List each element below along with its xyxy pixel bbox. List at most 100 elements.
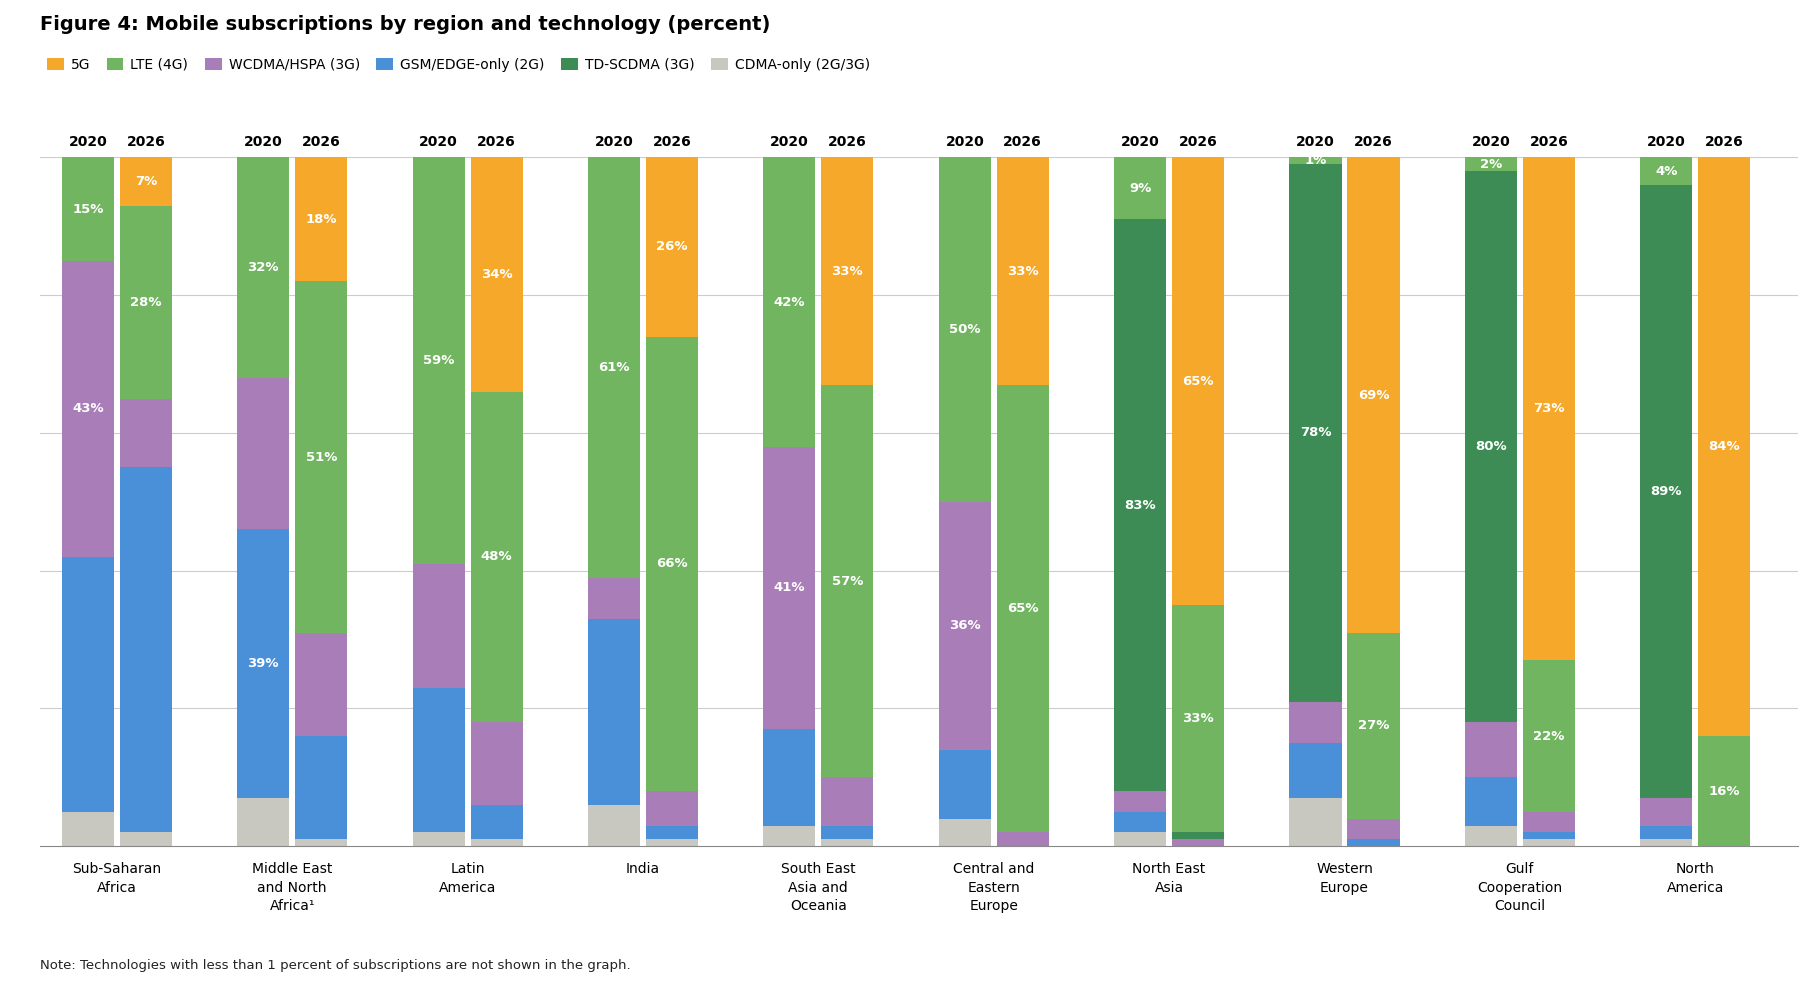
Bar bbox=[997, 832, 1048, 846]
Text: 2020: 2020 bbox=[1296, 135, 1334, 150]
Bar bbox=[588, 805, 641, 846]
Bar bbox=[120, 832, 171, 846]
Bar bbox=[1114, 832, 1167, 846]
Bar bbox=[1465, 722, 1518, 777]
Text: 65%: 65% bbox=[1183, 375, 1214, 388]
Text: 2020: 2020 bbox=[69, 135, 107, 150]
Text: 18%: 18% bbox=[306, 213, 337, 226]
Text: 61%: 61% bbox=[599, 361, 630, 374]
Text: 73%: 73% bbox=[1532, 402, 1565, 415]
Text: 15%: 15% bbox=[73, 203, 104, 215]
Bar bbox=[821, 385, 874, 777]
Bar bbox=[588, 157, 641, 578]
Bar bbox=[471, 392, 522, 722]
Text: 78%: 78% bbox=[1299, 426, 1330, 440]
Bar bbox=[646, 826, 699, 839]
Bar bbox=[1114, 812, 1167, 832]
Text: 16%: 16% bbox=[1709, 784, 1740, 798]
Text: 43%: 43% bbox=[73, 402, 104, 415]
Text: 2020: 2020 bbox=[770, 135, 808, 150]
Bar bbox=[1289, 798, 1341, 846]
Text: 26%: 26% bbox=[657, 240, 688, 254]
Text: 2026: 2026 bbox=[828, 135, 866, 150]
Text: 2%: 2% bbox=[1480, 157, 1501, 171]
Bar bbox=[413, 688, 464, 832]
Text: 84%: 84% bbox=[1709, 440, 1740, 454]
Text: 59%: 59% bbox=[422, 354, 455, 367]
Bar bbox=[237, 529, 289, 798]
Text: 2026: 2026 bbox=[477, 135, 517, 150]
Text: 2026: 2026 bbox=[1003, 135, 1043, 150]
Bar bbox=[821, 777, 874, 826]
Text: 2020: 2020 bbox=[945, 135, 985, 150]
Bar bbox=[763, 157, 815, 447]
Bar bbox=[1289, 702, 1341, 743]
Bar bbox=[1172, 157, 1225, 605]
Bar bbox=[1465, 157, 1518, 171]
Bar bbox=[588, 578, 641, 619]
Bar bbox=[1289, 157, 1341, 164]
Bar bbox=[62, 812, 115, 846]
Bar bbox=[62, 157, 115, 261]
Text: 66%: 66% bbox=[657, 557, 688, 571]
Text: 39%: 39% bbox=[248, 657, 278, 670]
Text: 83%: 83% bbox=[1125, 499, 1156, 512]
Text: 42%: 42% bbox=[774, 295, 804, 309]
Text: 33%: 33% bbox=[1183, 712, 1214, 725]
Bar bbox=[62, 261, 115, 557]
Legend: 5G, LTE (4G), WCDMA/HSPA (3G), GSM/EDGE-only (2G), TD-SCDMA (3G), CDMA-only (2G/: 5G, LTE (4G), WCDMA/HSPA (3G), GSM/EDGE-… bbox=[47, 58, 870, 72]
Text: 50%: 50% bbox=[948, 323, 981, 337]
Bar bbox=[471, 839, 522, 846]
Bar bbox=[295, 633, 348, 736]
Text: 80%: 80% bbox=[1474, 440, 1507, 454]
Text: 7%: 7% bbox=[135, 175, 157, 188]
Bar bbox=[295, 839, 348, 846]
Bar bbox=[471, 722, 522, 805]
Text: 1%: 1% bbox=[1305, 154, 1327, 167]
Bar bbox=[413, 564, 464, 688]
Bar bbox=[1347, 839, 1400, 846]
Text: 2020: 2020 bbox=[1121, 135, 1159, 150]
Text: 2020: 2020 bbox=[419, 135, 459, 150]
Bar bbox=[1523, 812, 1574, 832]
Bar bbox=[1289, 164, 1341, 702]
Bar bbox=[413, 832, 464, 846]
Text: 33%: 33% bbox=[1006, 265, 1039, 277]
Text: 89%: 89% bbox=[1651, 485, 1682, 498]
Bar bbox=[1347, 157, 1400, 633]
Text: 57%: 57% bbox=[832, 575, 863, 587]
Bar bbox=[1114, 219, 1167, 791]
Text: 2026: 2026 bbox=[1354, 135, 1392, 150]
Text: 2020: 2020 bbox=[595, 135, 633, 150]
Bar bbox=[588, 619, 641, 805]
Bar bbox=[646, 791, 699, 826]
Bar bbox=[120, 157, 171, 206]
Text: 2026: 2026 bbox=[302, 135, 340, 150]
Bar bbox=[939, 819, 990, 846]
Text: 9%: 9% bbox=[1128, 182, 1152, 195]
Bar bbox=[1172, 839, 1225, 846]
Bar bbox=[821, 157, 874, 385]
Text: 2026: 2026 bbox=[653, 135, 692, 150]
Bar bbox=[237, 798, 289, 846]
Bar bbox=[1640, 185, 1693, 798]
Text: 32%: 32% bbox=[248, 261, 278, 275]
Bar bbox=[939, 750, 990, 819]
Bar bbox=[646, 839, 699, 846]
Bar bbox=[997, 157, 1048, 385]
Bar bbox=[120, 399, 171, 467]
Text: Figure 4: Mobile subscriptions by region and technology (percent): Figure 4: Mobile subscriptions by region… bbox=[40, 15, 770, 33]
Text: 51%: 51% bbox=[306, 451, 337, 463]
Text: 2026: 2026 bbox=[1529, 135, 1569, 150]
Text: 69%: 69% bbox=[1358, 389, 1389, 401]
Bar bbox=[763, 447, 815, 729]
Bar bbox=[1289, 743, 1341, 798]
Bar bbox=[1640, 826, 1693, 839]
Text: 36%: 36% bbox=[948, 619, 981, 633]
Text: 2026: 2026 bbox=[1705, 135, 1744, 150]
Bar bbox=[1465, 777, 1518, 826]
Text: 2020: 2020 bbox=[1472, 135, 1511, 150]
Bar bbox=[1523, 157, 1574, 660]
Text: 34%: 34% bbox=[480, 268, 513, 281]
Text: 22%: 22% bbox=[1532, 729, 1565, 743]
